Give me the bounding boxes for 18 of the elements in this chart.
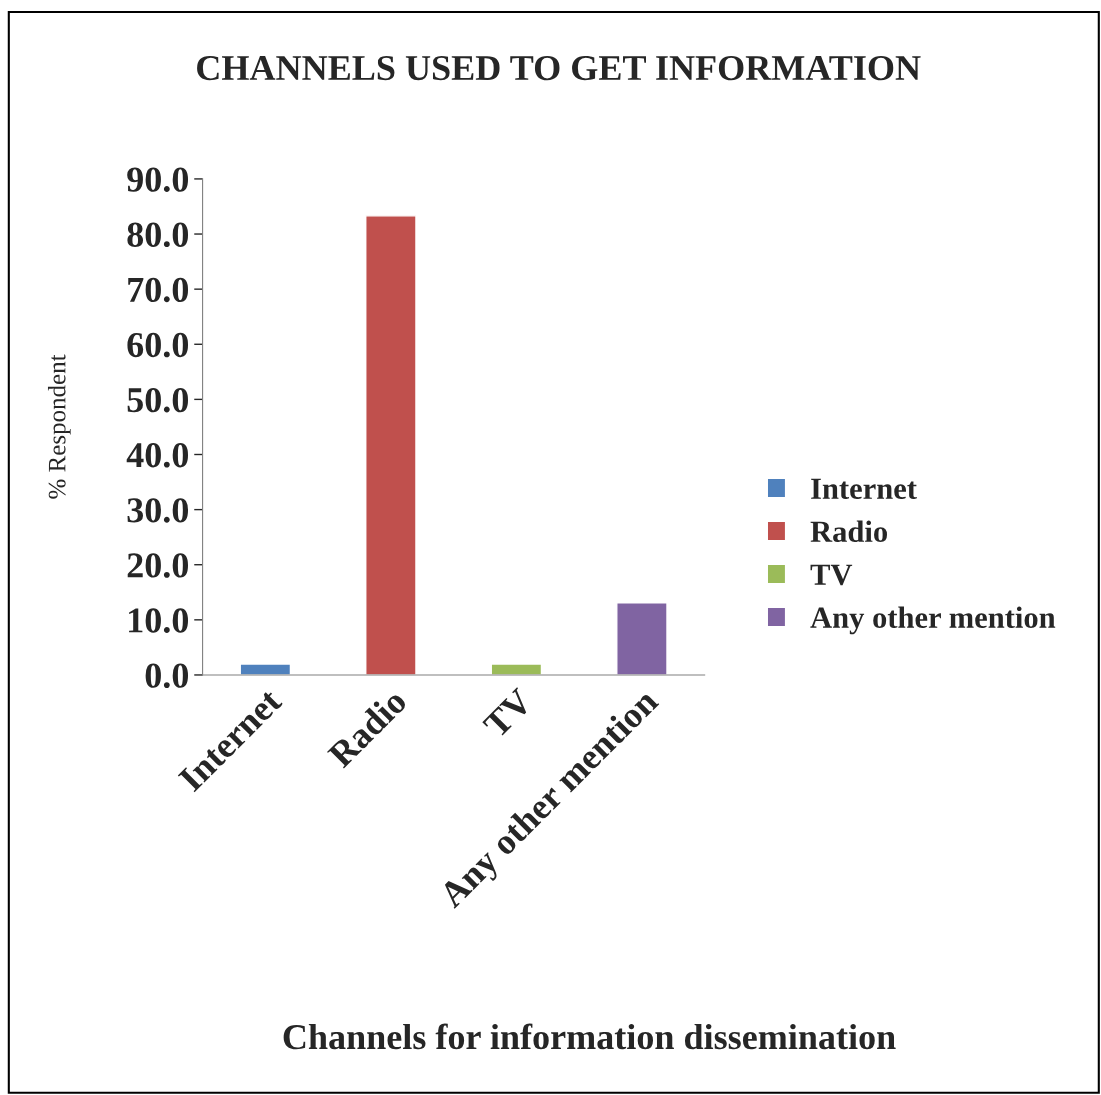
y-axis-title: % Respondent bbox=[47, 354, 71, 499]
y-tick-label: 30.0 bbox=[127, 498, 189, 523]
y-tick-label: 40.0 bbox=[126, 443, 189, 468]
y-tick-label: 70.0 bbox=[128, 277, 189, 303]
x-axis-title: Channels for information dissemination bbox=[283, 1023, 896, 1050]
legend-label: Radio bbox=[810, 520, 887, 543]
y-tick-label: 90.0 bbox=[127, 167, 189, 192]
y-tick-label: 10.0 bbox=[129, 608, 189, 633]
x-tick-label: TV bbox=[482, 687, 535, 740]
y-tick-label: 80.0 bbox=[127, 222, 189, 248]
y-tick-label: 0.0 bbox=[145, 663, 189, 688]
legend-label: Internet bbox=[811, 478, 917, 500]
chart-title: CHANNELS USED TO GET INFORMATION bbox=[197, 55, 921, 81]
y-tick-label: 60.0 bbox=[127, 332, 189, 358]
legend-label: Any other mention bbox=[810, 606, 1056, 635]
y-tick-label: 20.0 bbox=[127, 553, 189, 578]
y-tick-label: 50.0 bbox=[127, 387, 189, 413]
legend-label: TV bbox=[810, 564, 853, 586]
